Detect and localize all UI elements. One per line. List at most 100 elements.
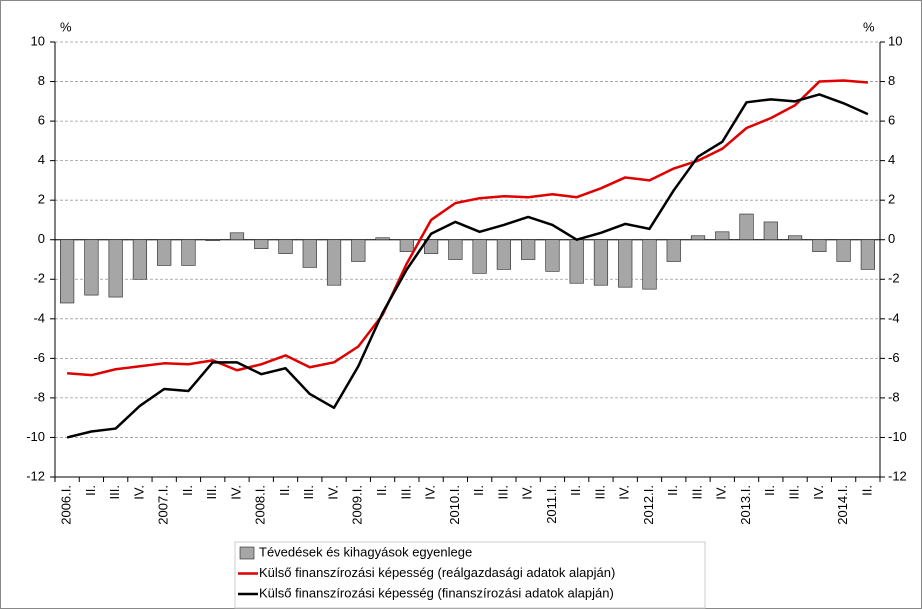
y2-tick-label: 4 [888,152,895,167]
x-tick-label: III. [592,485,607,499]
bar [618,239,633,288]
bar [205,239,220,242]
x-tick-label: 2013.I. [738,485,753,525]
y-tick-label: -12 [26,468,45,483]
y2-tick-label: 10 [888,33,902,48]
y-tick-label: 2 [38,192,45,207]
x-tick-label: III. [107,485,122,499]
y-tick-label: 10 [31,33,45,48]
x-tick-label: IV. [520,485,535,500]
bar [254,239,269,249]
bar [424,239,439,254]
bar [642,239,657,290]
y2-tick-label: -6 [888,350,900,365]
bar [108,239,123,298]
y-tick-label: -10 [26,429,45,444]
x-tick-label: III. [495,485,510,499]
x-tick-label: IV. [325,485,340,500]
bar [60,239,75,304]
x-tick-label: II. [762,485,777,496]
bar [690,235,706,241]
x-tick-label: II. [665,485,680,496]
x-tick-label: III. [787,485,802,499]
y2-tick-label: -12 [888,468,907,483]
bar [278,239,293,254]
bar [229,232,245,241]
bar [448,239,463,260]
bar [593,239,609,286]
line [66,93,869,439]
legend-swatch [239,546,255,560]
x-tick-label: IV. [131,485,146,500]
x-tick-label: II. [374,485,389,496]
y-tick-label: -2 [33,271,45,286]
bar [787,235,803,241]
x-tick-label: 2010.I. [447,485,462,525]
bar [157,239,172,266]
y2-tick-label: 0 [888,231,895,246]
y2-tick-label: -10 [888,429,907,444]
y2-tick-label: 6 [888,113,895,128]
legend-label: Külső finanszírozási képesség (reálgazda… [259,565,615,580]
x-tick-label: II. [83,485,98,496]
bar [545,239,560,272]
bar [521,239,536,260]
bar [326,239,342,286]
x-tick-label: 2009.I. [350,485,365,525]
x-tick-label: 2014.I. [835,485,850,525]
y-tick-label: 0 [38,231,45,246]
y-unit: % [60,19,72,34]
y2-unit: % [863,19,875,34]
y2-tick-label: 8 [888,73,895,88]
bar [472,239,487,274]
bar [812,239,827,252]
bar [836,239,851,262]
y2-tick-label: -4 [888,310,900,325]
x-tick-label: III. [398,485,413,499]
bar [132,239,148,280]
x-tick-label: IV. [811,485,826,500]
x-tick-label: IV. [714,485,729,500]
x-tick-label: 2007.I. [156,485,171,525]
legend-label: Külső finanszírozási képesség (finanszír… [259,585,614,600]
bar [496,239,511,270]
x-tick-label: 2008.I. [253,485,268,525]
bar [860,239,875,270]
x-tick-label: 2011.I. [544,485,559,524]
x-tick-label: II. [180,485,195,496]
y-tick-label: -4 [33,310,45,325]
bar [84,239,99,296]
line [67,79,868,377]
x-tick-label: II. [277,485,292,496]
y-tick-label: 4 [38,152,45,167]
y2-tick-label: 2 [888,192,895,207]
x-tick-label: IV. [423,485,438,500]
bar [739,213,754,241]
x-tick-label: IV. [617,485,632,500]
bar [375,237,390,241]
bar [763,221,778,241]
x-tick-label: II. [859,485,874,496]
legend-label: Tévedések és kihagyások egyenlege [259,544,472,559]
x-tick-label: II. [471,485,486,496]
bar [351,239,366,262]
y-tick-label: -8 [33,389,45,404]
bar [666,239,681,262]
x-tick-label: III. [689,485,704,499]
bar [399,239,414,252]
bar [569,239,584,284]
x-tick-label: III. [301,485,316,499]
bar [181,239,196,266]
y-tick-label: -6 [33,350,45,365]
bar [302,239,317,268]
legend-box [234,541,706,609]
bar [715,231,730,241]
x-tick-label: IV. [228,485,243,500]
y-tick-label: 6 [38,113,45,128]
x-tick-label: 2006.I. [59,485,74,525]
x-tick-label: III. [204,485,219,499]
y-tick-label: 8 [38,73,45,88]
x-tick-label: 2012.I. [641,485,656,525]
